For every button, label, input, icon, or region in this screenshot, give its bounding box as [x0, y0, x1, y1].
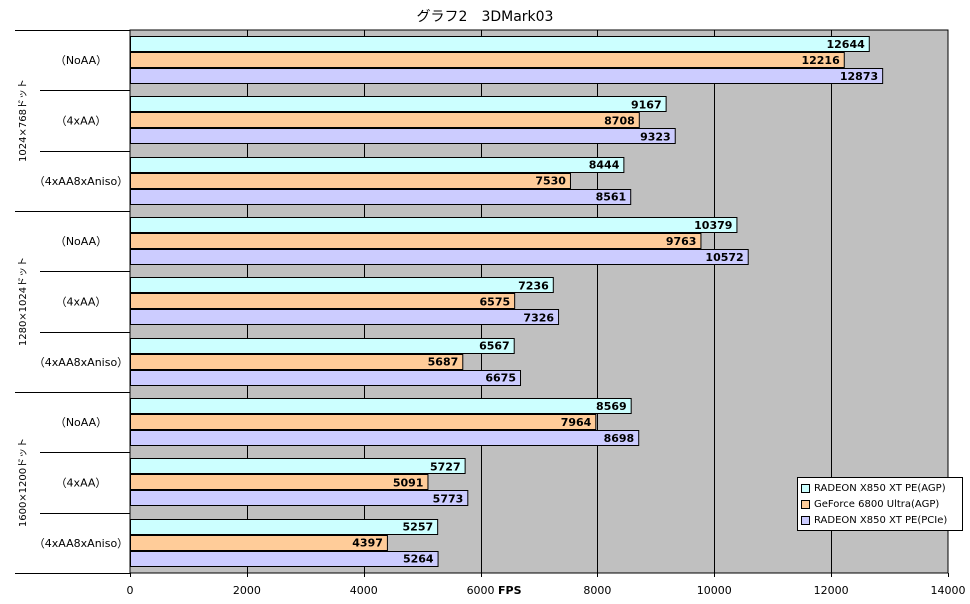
data-label: 5773: [433, 492, 464, 505]
category-label: （4xAA8xAniso）: [34, 175, 128, 188]
bar: [130, 293, 516, 309]
x-tick-label: 12000: [814, 584, 849, 597]
category-label: （NoAA）: [55, 235, 107, 248]
bar: [130, 519, 439, 535]
x-tick-label: 0: [127, 584, 134, 597]
bar: [130, 36, 870, 52]
data-label: 9323: [640, 130, 671, 143]
data-label: 8708: [604, 114, 635, 127]
x-tick-label: 10000: [697, 584, 732, 597]
legend-swatch: [801, 515, 810, 525]
bar: [130, 398, 632, 414]
data-label: 5257: [403, 521, 434, 534]
data-label: 9167: [631, 98, 662, 111]
legend-label: RADEON X850 XT PE(AGP): [814, 482, 946, 494]
bar: [130, 52, 845, 68]
data-label: 8569: [596, 400, 627, 413]
data-label: 10572: [705, 251, 743, 264]
bar: [130, 535, 388, 551]
data-label: 5687: [428, 356, 459, 369]
bar: [130, 277, 554, 293]
data-label: 12644: [826, 38, 865, 51]
legend: RADEON X850 XT PE(AGP) GeForce 6800 Ultra…: [797, 477, 963, 531]
legend-item: GeForce 6800 Ultra(AGP): [801, 496, 962, 512]
data-label: 8561: [596, 191, 627, 204]
data-label: 5091: [393, 476, 424, 489]
x-tick-label: 4000: [350, 584, 378, 597]
data-label: 4397: [352, 537, 383, 550]
legend-label: RADEON X850 XT PE(PCIe): [814, 514, 948, 526]
data-label: 5264: [403, 553, 434, 566]
bar: [130, 338, 515, 354]
data-label: 7964: [561, 416, 592, 429]
x-axis-title: FPS: [498, 584, 522, 597]
group-label: 1024×768ドット: [18, 79, 29, 162]
category-label: （NoAA）: [55, 54, 107, 67]
category-label: （4xAA）: [56, 477, 107, 490]
data-label: 8444: [589, 159, 620, 172]
bar: [130, 474, 429, 490]
bar: [130, 96, 667, 112]
bar: [130, 173, 571, 189]
bar: [130, 430, 640, 446]
data-label: 8698: [604, 432, 635, 445]
bar: [130, 189, 632, 205]
legend-item: RADEON X850 XT PE(AGP): [801, 480, 962, 496]
x-tick-label: 8000: [583, 584, 611, 597]
bar: [130, 458, 466, 474]
bar: [130, 309, 560, 325]
legend-swatch: [801, 483, 810, 493]
x-tick-label: 14000: [931, 584, 966, 597]
category-label: （4xAA8xAniso）: [34, 356, 128, 369]
group-label: 1280×1024ドット: [18, 257, 29, 346]
bar: [130, 217, 738, 233]
bar: [130, 414, 597, 430]
data-label: 6567: [479, 340, 510, 353]
group-label: 1600×1200ドット: [18, 438, 29, 527]
data-label: 9763: [666, 235, 697, 248]
bar: [130, 370, 522, 386]
bar: [130, 551, 439, 567]
data-label: 12873: [840, 70, 878, 83]
chart-title: グラフ2 3DMark03: [416, 9, 554, 25]
bar: [130, 249, 749, 265]
data-label: 7236: [518, 279, 549, 292]
bar: [130, 157, 625, 173]
bar: [130, 128, 676, 144]
category-label: （4xAA）: [56, 115, 107, 128]
category-label: （4xAA）: [56, 296, 107, 309]
x-tick-label: 2000: [233, 584, 261, 597]
category-label: （NoAA）: [55, 416, 107, 429]
data-label: 6575: [480, 295, 511, 308]
bar: [130, 112, 640, 128]
data-label: 12216: [801, 54, 840, 67]
legend-item: RADEON X850 XT PE(PCIe): [801, 512, 962, 528]
data-label: 5727: [430, 460, 461, 473]
x-tick-label: 6000: [467, 584, 495, 597]
data-label: 7530: [535, 175, 566, 188]
data-label: 6675: [485, 372, 516, 385]
category-label: （4xAA8xAniso）: [34, 537, 128, 550]
bar: [130, 354, 464, 370]
legend-swatch: [801, 499, 810, 509]
bar: [130, 233, 702, 249]
legend-label: GeForce 6800 Ultra(AGP): [814, 498, 940, 510]
data-label: 10379: [694, 219, 732, 232]
data-label: 7326: [523, 311, 554, 324]
bar: [130, 490, 469, 506]
bar: [130, 68, 884, 84]
